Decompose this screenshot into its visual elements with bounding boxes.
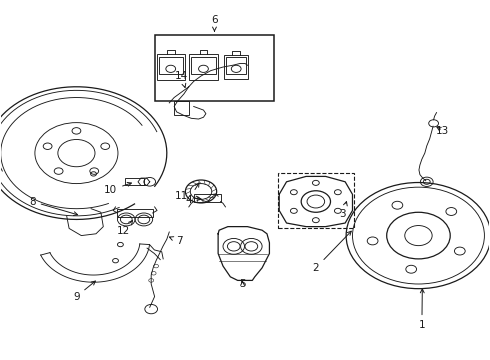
Text: 6: 6 — [211, 15, 218, 31]
Text: 3: 3 — [340, 202, 347, 219]
Bar — [157, 54, 185, 80]
Text: 13: 13 — [436, 126, 449, 135]
Bar — [226, 57, 246, 74]
Text: 11: 11 — [175, 191, 201, 201]
Text: 2: 2 — [313, 231, 351, 273]
Bar — [191, 57, 216, 74]
Text: 10: 10 — [104, 183, 131, 195]
Text: 8: 8 — [29, 197, 77, 216]
Bar — [224, 55, 248, 79]
Text: 1: 1 — [418, 289, 425, 330]
Bar — [278, 173, 354, 228]
Bar — [194, 194, 220, 202]
Bar — [155, 35, 274, 101]
Text: 4: 4 — [186, 183, 199, 205]
Bar — [159, 57, 183, 74]
Text: 14: 14 — [175, 71, 188, 87]
Text: 5: 5 — [239, 279, 246, 289]
Text: 12: 12 — [117, 221, 133, 236]
Bar — [174, 101, 189, 116]
Text: 7: 7 — [170, 236, 182, 246]
Bar — [125, 178, 144, 185]
Bar — [118, 210, 153, 217]
Bar — [189, 54, 218, 80]
Text: 9: 9 — [73, 281, 96, 302]
